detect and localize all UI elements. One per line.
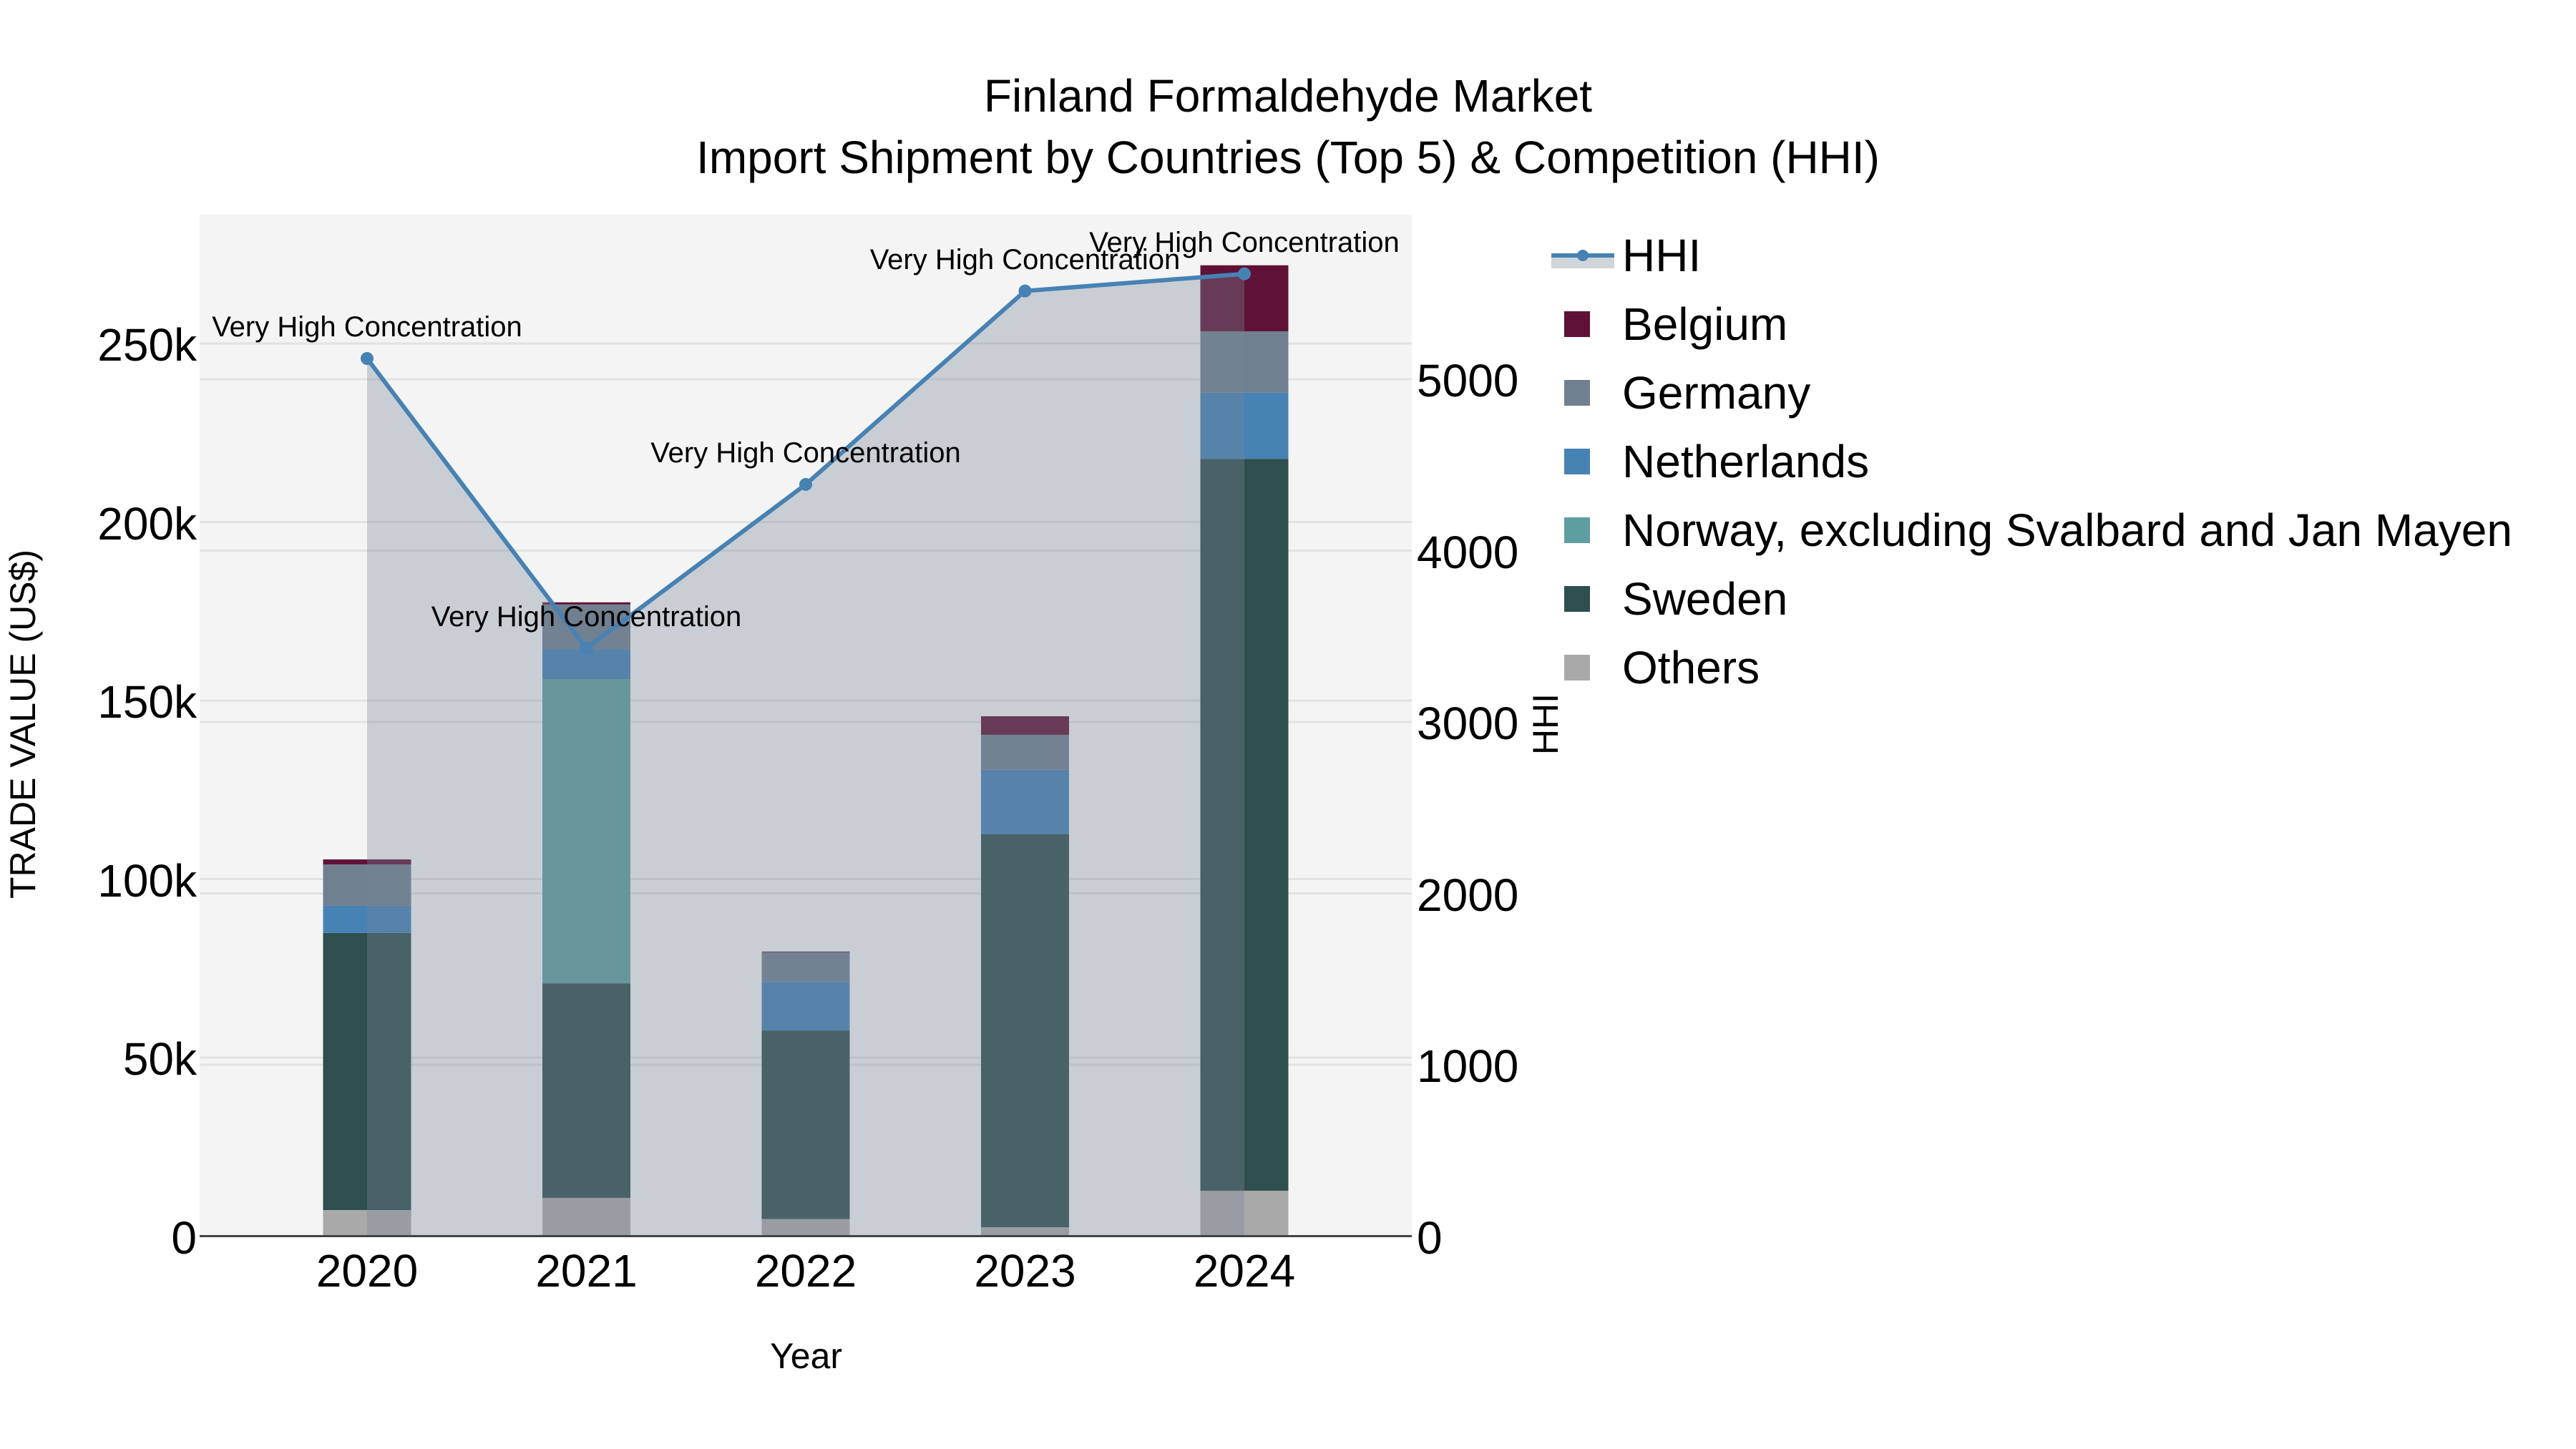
bar-segment[interactable] — [323, 1210, 411, 1236]
square-swatch-icon — [1564, 449, 1590, 474]
y-tick-label: 250k — [97, 319, 197, 371]
bar-segment[interactable] — [981, 1227, 1069, 1236]
square-swatch-icon — [1564, 517, 1590, 543]
hhi-point[interactable] — [799, 478, 812, 492]
hhi-annotation: Very High Concentration — [431, 601, 742, 633]
bar-segment[interactable] — [981, 769, 1069, 834]
bar-segment[interactable] — [761, 952, 850, 982]
hhi-annotation: Very High Concentration — [212, 311, 522, 343]
bar-segment[interactable] — [1200, 1191, 1289, 1236]
square-swatch-icon — [1564, 655, 1590, 680]
bar-segment[interactable] — [981, 834, 1069, 1228]
x-tick-label: 2022 — [754, 1245, 857, 1297]
line-marker-icon — [1551, 250, 1614, 268]
y-axis-right-title: HHI — [1526, 693, 1566, 756]
y-tick-label: 150k — [97, 676, 197, 728]
chart-title: Finland Formaldehyde Market — [983, 70, 1593, 122]
hhi-point[interactable] — [1238, 267, 1251, 280]
legend-item-others[interactable]: Others — [1551, 643, 2567, 693]
stacked-bars[interactable] — [323, 265, 1289, 1236]
hhi-point[interactable] — [580, 642, 593, 655]
y2-tick-label: 4000 — [1417, 526, 1519, 578]
legend-label: Netherlands — [1622, 436, 1870, 487]
y-tick-label: 50k — [122, 1033, 197, 1085]
bar-segment[interactable] — [542, 983, 630, 1199]
y2-tick-label: 0 — [1417, 1211, 1443, 1264]
legend-label: Norway, excluding Svalbard and Jan Mayen — [1622, 504, 2512, 556]
chart-subtitle: Import Shipment by Countries (Top 5) & C… — [696, 132, 1880, 183]
square-swatch-icon — [1564, 380, 1590, 406]
legend-label: Sweden — [1622, 573, 1788, 625]
bar-segment[interactable] — [761, 982, 850, 1031]
x-tick-label: 2020 — [316, 1245, 419, 1297]
bar-segment[interactable] — [323, 905, 411, 933]
hhi-annotation: Very High Concentration — [869, 243, 1181, 275]
hhi-markers[interactable] — [361, 267, 1251, 655]
y2-tick-label: 5000 — [1417, 355, 1519, 406]
bar-segment[interactable] — [1200, 459, 1289, 1191]
y2-tick-label: 2000 — [1417, 869, 1519, 921]
bar-segment[interactable] — [761, 1219, 850, 1236]
hhi-point[interactable] — [1018, 284, 1032, 298]
bar-segment[interactable] — [323, 932, 411, 1211]
bar-segment[interactable] — [761, 1030, 850, 1219]
legend-label: Germany — [1622, 367, 1811, 419]
bar-segment[interactable] — [542, 1198, 630, 1236]
x-tick-label: 2023 — [974, 1245, 1076, 1297]
legend-item-belgium[interactable]: Belgium — [1551, 299, 2567, 349]
bar-segment[interactable] — [542, 602, 630, 605]
legend-item-netherlands[interactable]: Netherlands — [1551, 436, 2567, 487]
bar-segment[interactable] — [323, 864, 411, 906]
bar-segment[interactable] — [542, 679, 630, 984]
legend-label: HHI — [1622, 230, 1702, 281]
square-swatch-icon — [1564, 311, 1590, 337]
y-axis-left-title: TRADE VALUE (US$) — [3, 549, 43, 899]
hhi-annotation: Very High Concentration — [1089, 226, 1400, 258]
x-tick-label: 2024 — [1193, 1245, 1296, 1297]
legend-item-sweden[interactable]: Sweden — [1551, 574, 2567, 624]
y-tick-label: 0 — [171, 1211, 197, 1264]
x-axis-title: Year — [770, 1336, 843, 1376]
bar-segment[interactable] — [981, 734, 1069, 770]
hhi-point[interactable] — [361, 352, 374, 366]
square-swatch-icon — [1564, 586, 1590, 612]
bar-segment[interactable] — [981, 716, 1069, 735]
y2-tick-label: 1000 — [1417, 1040, 1519, 1092]
legend-item-germany[interactable]: Germany — [1551, 368, 2567, 418]
hhi-area-fill — [367, 273, 1244, 1236]
y-tick-label: 200k — [97, 497, 197, 550]
y-tick-label: 100k — [97, 854, 197, 907]
bar-segment[interactable] — [1200, 331, 1289, 393]
legend-label: Others — [1622, 642, 1760, 693]
legend-item-hhi[interactable]: HHI — [1551, 230, 2567, 280]
y2-tick-label: 3000 — [1417, 698, 1519, 749]
bar-segment[interactable] — [323, 859, 411, 865]
x-tick-label: 2021 — [535, 1245, 638, 1297]
bar-segment[interactable] — [1200, 392, 1289, 459]
legend-label: Belgium — [1622, 298, 1788, 350]
hhi-annotation: Very High Concentration — [650, 437, 961, 469]
legend-item-norway[interactable]: Norway, excluding Svalbard and Jan Mayen — [1551, 505, 2567, 555]
